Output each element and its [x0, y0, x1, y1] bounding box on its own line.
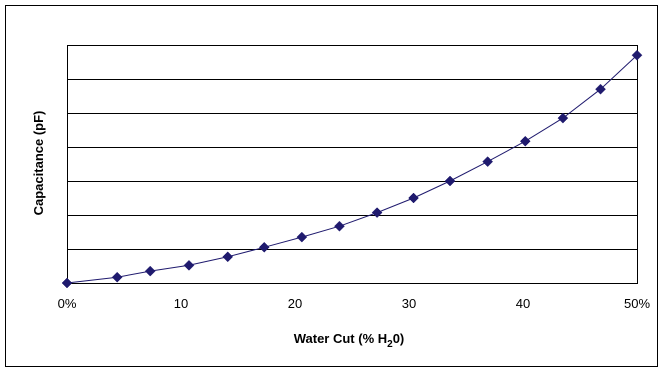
data-point-12: [519, 135, 531, 147]
x-axis-title: Water Cut (% H20): [294, 331, 405, 350]
data-point-6: [296, 231, 308, 243]
data-point-10: [444, 175, 456, 187]
data-point-14: [595, 83, 606, 95]
data-point-11: [482, 156, 494, 167]
data-point-9: [408, 192, 419, 204]
data-point-3: [183, 259, 195, 271]
plot-area-border: [67, 45, 638, 284]
data-point-13: [557, 112, 569, 124]
data-point-5: [258, 241, 270, 253]
y-axis-title: Capacitance (pF): [31, 111, 46, 216]
x-axis-title-main: Water Cut (% H: [294, 331, 387, 346]
data-point-8: [371, 207, 383, 218]
x-tick-label-4: 40: [516, 296, 530, 311]
x-axis-title-suffix: 0): [393, 331, 405, 346]
data-point-1: [111, 271, 123, 283]
chart-area-border: [5, 5, 658, 367]
x-tick-labels: 0% 10 20 30 40 50%: [58, 296, 651, 311]
data-point-7: [334, 220, 345, 232]
data-series: [61, 49, 643, 289]
x-tick-label-0: 0%: [58, 296, 77, 311]
data-point-0: [61, 277, 73, 289]
data-point-15: [631, 49, 643, 61]
x-tick-label-1: 10: [174, 296, 188, 311]
x-tick-label-3: 30: [402, 296, 416, 311]
x-tick-label-5: 50%: [624, 296, 650, 311]
series-line-0: [66, 54, 638, 284]
x-tick-label-2: 20: [288, 296, 302, 311]
x-axis-title-subscript: 2: [387, 339, 393, 350]
data-point-4: [222, 251, 234, 263]
data-point-2: [144, 265, 156, 277]
